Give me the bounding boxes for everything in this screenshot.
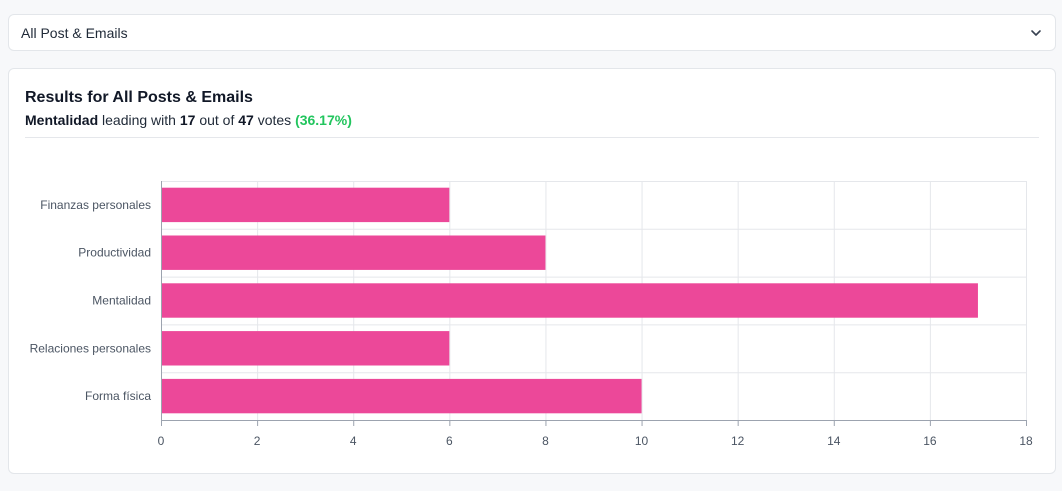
results-card: Results for All Posts & Emails Mentalida… bbox=[8, 68, 1056, 474]
y-tick-label: Relaciones personales bbox=[30, 341, 151, 355]
y-tick-label: Productividad bbox=[78, 246, 151, 260]
x-tick-label: 2 bbox=[254, 434, 261, 448]
summary-divider bbox=[25, 137, 1039, 138]
leader-votes: 17 bbox=[179, 112, 196, 128]
bar bbox=[161, 331, 450, 366]
x-tick-label: 0 bbox=[158, 434, 165, 448]
summary-text-leading: leading with bbox=[102, 112, 176, 128]
x-tick-label: 8 bbox=[542, 434, 549, 448]
chevron-down-icon[interactable] bbox=[1029, 26, 1043, 40]
x-tick-label: 4 bbox=[350, 434, 357, 448]
results-bar-chart: Finanzas personales Productividad Mentalid… bbox=[30, 181, 1033, 448]
y-tick-label: Forma física bbox=[85, 389, 151, 403]
y-tick-label: Mentalidad bbox=[92, 294, 151, 308]
x-tick-label: 14 bbox=[827, 434, 841, 448]
results-summary: Mentalidad leading with 17 out of 47 vot… bbox=[25, 112, 352, 128]
post-filter-dropdown[interactable]: All Post & Emails bbox=[8, 14, 1056, 51]
x-tick-label: 10 bbox=[635, 434, 649, 448]
x-tick-label: 12 bbox=[731, 434, 745, 448]
leader-name: Mentalidad bbox=[25, 112, 99, 128]
bar bbox=[161, 187, 450, 223]
results-title: Results for All Posts & Emails bbox=[25, 89, 253, 106]
y-tick-label: Finanzas personales bbox=[40, 198, 151, 212]
summary-text-out-of: out of bbox=[199, 112, 235, 128]
leader-percent: (36.17%) bbox=[295, 112, 352, 128]
summary-text-votes: votes bbox=[257, 112, 292, 128]
x-tick-label: 18 bbox=[1019, 434, 1033, 448]
post-filter-selected-value: All Post & Emails bbox=[21, 24, 128, 41]
total-votes: 47 bbox=[238, 112, 254, 128]
bar bbox=[161, 235, 546, 270]
x-tick-label: 16 bbox=[923, 434, 937, 448]
bar bbox=[161, 378, 642, 414]
x-tick-label: 6 bbox=[446, 434, 453, 448]
bar bbox=[161, 283, 978, 318]
